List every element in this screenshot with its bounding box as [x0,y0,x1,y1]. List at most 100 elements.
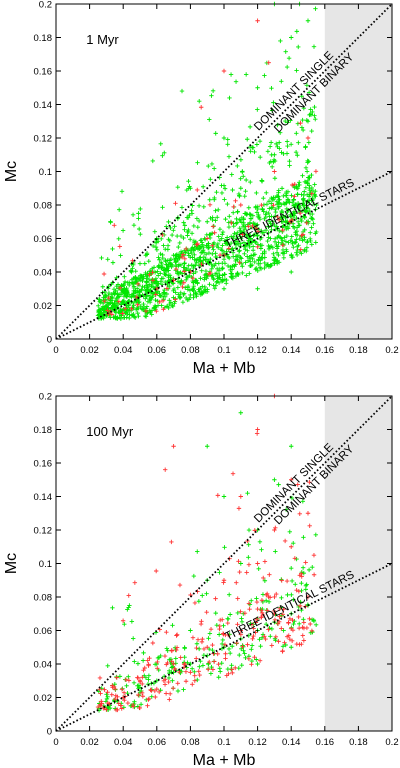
data-point-marker [210,276,216,281]
data-point-marker [132,315,138,320]
data-point-marker [112,686,118,692]
data-point-marker [157,257,162,262]
y-tick-label: 0.06 [34,626,53,637]
data-point-marker [242,227,247,232]
shaded-region [324,396,392,731]
data-point-marker [219,190,225,196]
data-point-marker [252,654,257,660]
data-point-marker [259,202,264,208]
data-point-marker [278,38,283,44]
data-point-marker [166,668,172,673]
data-point-marker [141,650,146,656]
data-point-marker [144,304,150,309]
data-point-marker [250,244,256,249]
data-point-marker [234,236,239,241]
data-point-marker [227,214,232,219]
data-point-marker [286,240,291,245]
data-point-marker [156,255,161,260]
data-point-marker [229,247,234,252]
data-point-marker [138,702,144,707]
data-point-marker [260,251,265,256]
data-point-marker [287,616,293,622]
data-point-marker [263,622,269,627]
data-point-marker [225,263,231,269]
data-point-marker [225,666,231,672]
data-point-marker [173,656,178,661]
data-point-marker [259,608,264,613]
data-point-marker [222,186,228,191]
data-point-marker [300,633,305,638]
data-point-marker [231,210,236,215]
data-point-marker [170,686,176,691]
data-point-marker [245,490,250,496]
data-point-marker [265,608,270,613]
data-point-marker [245,258,251,263]
data-point-marker [313,169,319,174]
data-point-marker [207,197,212,202]
data-point-marker [296,44,301,50]
data-point-marker [105,308,110,313]
y-tick-label: 0.1 [39,559,52,570]
data-point-marker [301,617,306,622]
data-point-marker [283,507,289,512]
data-point-marker [216,245,221,250]
data-point-marker [158,260,164,265]
data-point-marker [220,243,225,248]
data-point-marker [123,306,128,311]
data-point-marker [99,699,104,704]
x-tick-label: 0.1 [217,737,230,748]
data-point-marker [144,280,149,285]
data-point-marker [193,269,198,275]
data-point-marker [138,304,143,309]
data-point-marker [299,581,304,586]
data-point-marker [187,295,193,301]
data-point-marker [115,707,120,713]
data-point-marker [207,117,212,122]
data-point-marker [182,256,188,262]
data-point-marker [130,266,135,271]
data-point-marker [215,274,220,279]
data-point-marker [210,642,215,648]
data-point-marker [215,241,221,247]
data-point-marker [172,301,177,306]
data-point-marker [285,189,291,194]
data-point-marker [200,247,206,253]
y-tick-label: 0.08 [34,201,53,212]
data-point-marker [276,240,281,245]
data-point-marker [225,616,231,622]
data-point-marker [208,256,213,262]
data-point-marker [289,645,294,650]
data-point-marker [290,182,295,188]
data-point-marker [310,211,315,217]
data-point-marker [99,686,104,691]
data-point-marker [106,290,112,296]
data-point-marker [225,620,230,626]
data-point-marker [140,274,145,279]
x-tick-label: 0.02 [80,737,99,748]
data-point-marker [274,224,280,229]
data-point-marker [170,623,175,628]
y-tick-label: 0.2 [39,392,52,403]
data-point-marker [196,669,201,674]
data-point-marker [124,315,129,320]
data-point-marker [230,250,236,255]
data-point-marker [212,271,218,277]
data-point-marker [145,299,151,304]
data-point-marker [149,312,154,317]
data-point-marker [221,135,227,141]
data-point-marker [272,477,277,482]
data-point-marker [175,681,180,686]
data-point-marker [248,253,254,258]
data-point-marker [137,705,142,711]
data-point-marker [255,661,260,667]
data-point-marker [162,294,168,300]
data-point-marker [226,246,232,251]
data-point-marker [263,636,268,642]
data-point-marker [206,241,211,246]
data-point-marker [216,632,222,637]
data-point-marker [311,572,317,577]
data-point-marker [309,216,315,221]
data-point-marker [299,588,304,594]
data-point-marker [299,192,304,197]
